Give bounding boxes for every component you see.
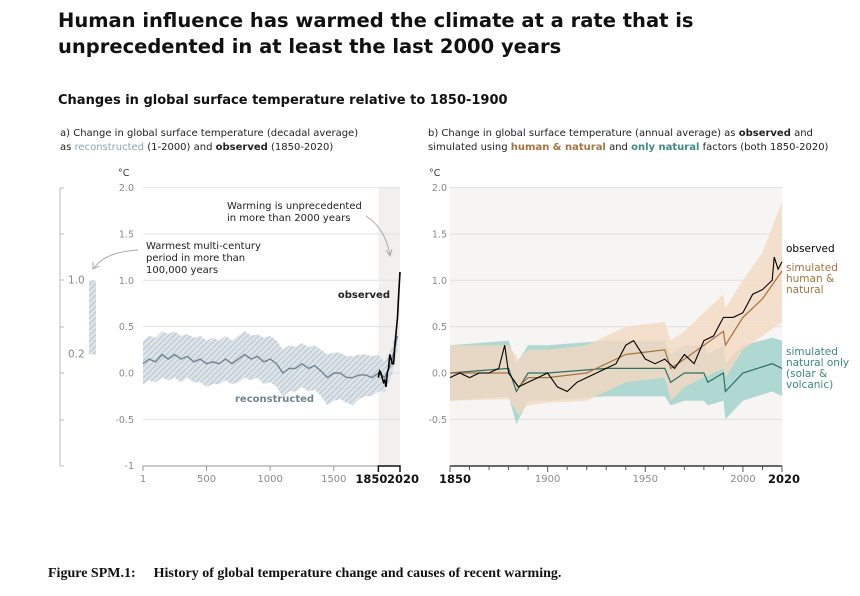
x-tick-label: 500: [197, 474, 216, 485]
panel-b-title-text: and: [794, 128, 813, 139]
x-tick-label-bold: 2020: [387, 472, 419, 486]
panel-b-title-human-natural: human & natural: [510, 142, 606, 153]
panel-a-title-reconstructed: reconstructed: [74, 142, 145, 153]
y-tick-label: 0.5: [432, 322, 447, 333]
x-tick-label: 2000: [730, 474, 755, 485]
panel-b-title-text: simulated using: [428, 142, 508, 153]
caption-label: Figure SPM.1:: [48, 566, 136, 581]
side-bar-range: [89, 280, 96, 355]
side-bar-label: 1.0: [68, 274, 85, 286]
y-tick-label: -0.5: [428, 415, 447, 426]
series-label-0: observed: [786, 243, 835, 255]
annotation-arrow: [93, 249, 139, 269]
y-axis-unit: °C: [118, 168, 130, 179]
x-tick-label: 1: [140, 474, 146, 485]
side-bar-label: 0.2: [68, 348, 85, 360]
arrow-head-icon: [385, 248, 393, 258]
y-tick-label: -0.5: [115, 415, 134, 426]
annotation-arrow: [365, 215, 391, 256]
x-tick-label-bold: 1850: [439, 472, 471, 486]
human-natural-line: [450, 270, 783, 388]
y-tick-label: 2.0: [432, 183, 447, 194]
y-tick-label: 1.0: [119, 276, 134, 287]
annotation-warmest: Warmest multi-century: [146, 241, 261, 252]
observed-label: observed: [338, 290, 390, 301]
x-tick-label-bold: 2020: [768, 472, 800, 486]
observed-line: [377, 271, 401, 388]
reconstructed-label: reconstructed: [235, 394, 314, 405]
x-tick-label: 1950: [633, 474, 658, 485]
series-label-1: natural: [786, 284, 824, 296]
y-tick-label: 1.0: [432, 276, 447, 287]
reconstructed-band: [143, 326, 398, 406]
series-label-2: volcanic): [786, 379, 833, 391]
y-tick-label: 2.0: [119, 183, 134, 194]
figure-caption: Figure SPM.1: History of global temperatu…: [48, 566, 579, 582]
panel-a-title-text: a) Change in global surface temperature …: [60, 128, 359, 139]
panel-a-title-text: (1850-2020): [270, 142, 334, 153]
series-label-2: simulated: [786, 346, 838, 358]
series-label-2: natural only: [786, 357, 849, 369]
y-tick-label: 1.5: [119, 229, 134, 240]
panel-a: 2.01.51.00.50.0-0.5-1°C1 500 1000 1500 1850 2…: [59, 168, 419, 486]
y-tick-label: 1.5: [432, 229, 447, 240]
human-natural-band: [450, 201, 782, 415]
panel-b-title-text: b) Change in global surface temperature …: [428, 128, 736, 139]
panel-a-title: a) Change in global surface temperature …: [60, 127, 358, 155]
panel-b-title-observed: observed: [738, 128, 791, 139]
figure-subtitle: Changes in global surface temperature re…: [58, 93, 508, 108]
panel-a-title-text: as: [60, 142, 72, 153]
series-label-1: human &: [786, 273, 834, 285]
panel-b-title: b) Change in global surface temperature …: [428, 127, 828, 155]
figure-title: Human influence has warmed the climate a…: [58, 9, 694, 58]
series-label-2: (solar &: [786, 368, 827, 380]
y-tick-label: 0.0: [119, 369, 134, 380]
x-tick-label: 1000: [257, 474, 282, 485]
reconstructed-line: [142, 335, 399, 379]
y-axis-unit: °C: [429, 168, 441, 179]
x-tick-label: 1500: [321, 474, 346, 485]
panel-a-title-observed: observed: [215, 142, 268, 153]
bracket-1850-2020: [377, 465, 401, 472]
series-label-1: simulated: [786, 262, 838, 274]
caption-text: History of global temperature change and…: [153, 566, 562, 581]
annotation-warmest: 100,000 years: [146, 265, 218, 276]
panel-b-title-natural: only natural: [631, 142, 700, 153]
panel-b-title-text: and: [609, 142, 628, 153]
annotation-unprecedented: in more than 2000 years: [227, 213, 350, 224]
panel-b: 2.0 1.5 1.0 0.5 0.0 -0.5 °C 1900 1950 2000 1850 202…: [428, 168, 849, 486]
natural-only-line: [449, 363, 783, 393]
observed-line: [449, 256, 783, 393]
y-tick-label: 0.5: [119, 322, 134, 333]
arrow-head-icon: [92, 262, 100, 270]
annotation-warmest: period in more than: [146, 253, 245, 264]
annotation-unprecedented: Warming is unprecedented: [227, 201, 362, 212]
panel-b-title-text: factors (both 1850-2020): [702, 142, 829, 153]
y-tick-label: -1: [125, 461, 134, 472]
x-tick-label-bold: 1850: [355, 472, 387, 486]
x-tick-label: 1900: [535, 474, 560, 485]
panel-a-title-text: (1-2000) and: [147, 142, 213, 153]
y-tick-label: 0.0: [432, 369, 447, 380]
